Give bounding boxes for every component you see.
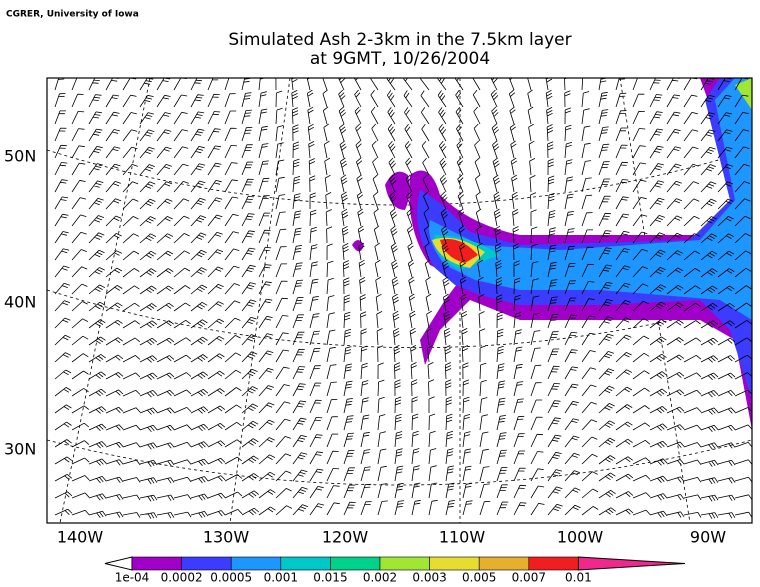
colorbar-label: 0.0005 — [210, 571, 252, 585]
colorbar-box — [230, 556, 282, 571]
longitude-label: 110W — [439, 528, 486, 547]
longitude-label: 100W — [557, 528, 604, 547]
colorbar-box — [131, 556, 182, 571]
colorbar-label: 0.002 — [363, 571, 397, 585]
colorbar-box — [429, 556, 480, 571]
colorbar-label: 0.007 — [512, 571, 546, 585]
longitude-label: 140W — [57, 528, 104, 547]
longitude-label: 130W — [203, 528, 250, 547]
colorbar-label: 0.003 — [412, 571, 446, 585]
latitude-label: 50N — [4, 147, 36, 166]
colorbar: 1e-04 0.0002 0.0005 0.001 0.015 0.002 0.003 0.0… — [104, 556, 686, 585]
map-frame — [46, 77, 753, 524]
colorbar-box — [528, 556, 579, 571]
colorbar-label: 0.005 — [462, 571, 496, 585]
colorbar-label: 0.015 — [313, 571, 347, 585]
longitude-label: 120W — [322, 528, 369, 547]
colorbar-box — [330, 556, 381, 571]
title-line: at 9GMT, 10/26/2004 — [310, 49, 490, 69]
colorbar-end — [104, 556, 133, 571]
credit: CGRER, University of Iowa — [6, 10, 139, 20]
colorbar-label: 0.01 — [565, 571, 592, 585]
colorbar-label: 0.001 — [264, 571, 298, 585]
title-line: Simulated Ash 2-3km in the 7.5km layer — [228, 30, 571, 50]
latitude-label: 40N — [4, 293, 36, 312]
colorbar-label: 1e-04 — [115, 571, 150, 585]
colorbar-box — [478, 556, 530, 571]
colorbar-label: 0.0002 — [161, 571, 203, 585]
barb-field — [54, 78, 752, 519]
colorbar-box — [280, 556, 331, 571]
ash-plume — [352, 78, 752, 430]
longitude-label: 90W — [690, 528, 726, 547]
latitude-label: 30N — [4, 440, 36, 459]
colorbar-box — [379, 556, 430, 571]
wind-barbs — [54, 78, 752, 519]
colorbar-end — [577, 556, 686, 571]
map-area — [47, 78, 752, 523]
colorbar-box — [181, 556, 232, 571]
